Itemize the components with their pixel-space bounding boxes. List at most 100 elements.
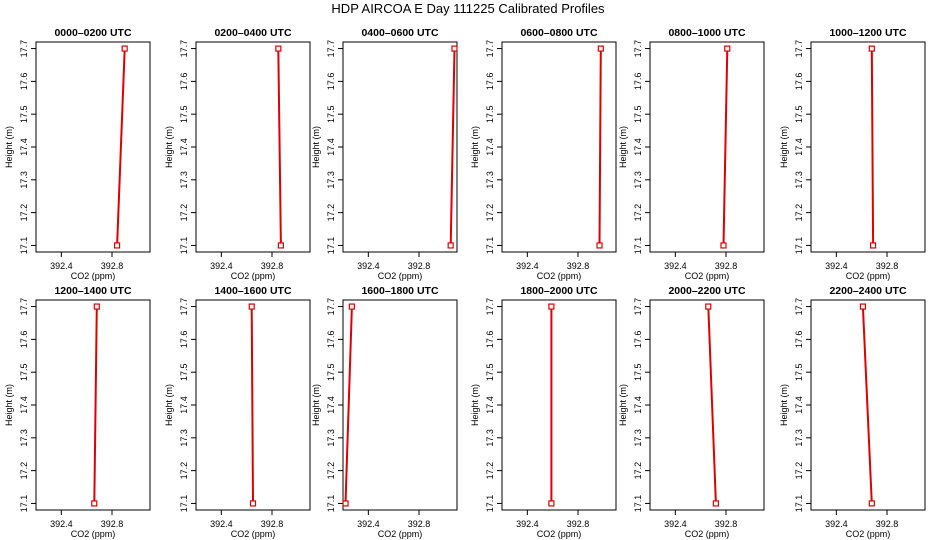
y-tick-label: 17.4 (794, 396, 804, 414)
x-axis-title: CO2 (ppm) (846, 271, 891, 281)
y-tick-label: 17.7 (485, 40, 495, 58)
panel-title: 1800–2000 UTC (520, 285, 597, 297)
y-tick-label: 17.7 (485, 298, 495, 316)
y-tick-label: 17.4 (633, 138, 643, 156)
y-tick-label: 17.3 (633, 429, 643, 447)
y-tick-label: 17.5 (326, 105, 336, 123)
x-tick-label: 392.8 (876, 261, 899, 271)
y-tick-label: 17.3 (326, 429, 336, 447)
data-point (720, 242, 727, 249)
y-tick-label: 17.7 (326, 40, 336, 58)
y-tick-label: 17.4 (179, 396, 189, 414)
y-tick-label: 17.3 (485, 429, 495, 447)
panel-4: 0600–0800 UTC 392.4 392.8 17.1 17.2 17.3 17.4 1… (470, 27, 617, 281)
y-tick-label: 17.1 (633, 495, 643, 513)
x-tick-label: 392.4 (357, 261, 380, 271)
data-point (859, 303, 867, 310)
x-tick-label: 392.8 (408, 519, 431, 529)
y-tick-label: 17.6 (326, 73, 336, 91)
profile-line (707, 306, 717, 504)
y-tick-label: 17.3 (485, 171, 495, 189)
panel-title: 0400–0600 UTC (361, 27, 438, 39)
panel-9: 1600–1800 UTC 392.4 392.8 17.1 17.2 17.3 17.4 1… (311, 285, 458, 539)
y-tick-label: 17.3 (179, 171, 189, 189)
y-axis-title: Height (m) (470, 126, 480, 168)
y-tick-label: 17.5 (794, 363, 804, 381)
x-tick-label: 392.8 (876, 519, 899, 529)
y-tick-label: 17.2 (326, 462, 336, 480)
y-axis-title: Height (m) (779, 384, 789, 426)
panel-11: 2000–2200 UTC 392.4 392.8 17.1 17.2 17.3 17.4 1… (618, 285, 765, 539)
data-point (451, 45, 458, 52)
y-tick-label: 17.5 (794, 105, 804, 123)
plot-frame (649, 41, 765, 253)
data-point (548, 303, 555, 310)
x-tick-label: 392.4 (210, 519, 233, 529)
x-tick-label: 392.4 (825, 519, 848, 529)
y-tick-label: 17.2 (794, 462, 804, 480)
data-point (712, 500, 719, 507)
y-tick-label: 17.5 (19, 363, 29, 381)
profile-line (116, 48, 126, 246)
x-tick-label: 392.4 (825, 261, 848, 271)
y-axis-title: Height (m) (779, 126, 789, 168)
y-tick-label: 17.7 (179, 298, 189, 316)
y-tick-label: 17.6 (19, 331, 29, 349)
y-tick-label: 17.2 (633, 462, 643, 480)
data-point (597, 45, 604, 52)
plot-frame (649, 299, 765, 511)
x-tick-label: 392.8 (567, 261, 590, 271)
profile-line (277, 48, 282, 246)
y-axis-title: Height (m) (618, 126, 628, 168)
y-tick-label: 17.3 (794, 429, 804, 447)
data-point (596, 242, 603, 249)
data-point (868, 500, 875, 507)
y-axis-title: Height (m) (311, 126, 321, 168)
y-tick-label: 17.7 (19, 40, 29, 58)
panel-title: 0600–0800 UTC (520, 27, 597, 39)
plot-frame (342, 41, 458, 253)
plot-frame (810, 41, 926, 253)
profile-line (870, 48, 875, 246)
y-axis-title: Height (m) (311, 384, 321, 426)
y-tick-label: 17.2 (179, 204, 189, 222)
x-axis-title: CO2 (ppm) (537, 271, 582, 281)
x-axis-title: CO2 (ppm) (71, 529, 116, 539)
data-point (548, 500, 555, 507)
x-axis-title: CO2 (ppm) (685, 271, 730, 281)
y-tick-label: 17.4 (19, 138, 29, 156)
y-tick-label: 17.6 (794, 73, 804, 91)
y-tick-label: 17.6 (485, 331, 495, 349)
y-tick-label: 17.5 (633, 105, 643, 123)
panel-2: 0200–0400 UTC 392.4 392.8 17.1 17.2 17.3 17.4 1… (164, 27, 311, 281)
x-tick-label: 392.8 (261, 519, 284, 529)
y-tick-label: 17.5 (485, 105, 495, 123)
y-axis-title: Height (m) (164, 126, 174, 168)
y-tick-label: 17.7 (19, 298, 29, 316)
plot-frame (195, 41, 311, 253)
x-axis-title: CO2 (ppm) (846, 529, 891, 539)
data-point (275, 45, 282, 52)
y-tick-label: 17.6 (326, 331, 336, 349)
x-tick-label: 392.4 (516, 261, 539, 271)
y-tick-label: 17.4 (179, 138, 189, 156)
data-point (249, 500, 257, 507)
data-point (277, 242, 284, 249)
y-tick-label: 17.7 (794, 40, 804, 58)
x-tick-label: 392.4 (50, 519, 73, 529)
y-tick-label: 17.1 (179, 495, 189, 513)
x-tick-label: 392.8 (715, 519, 738, 529)
y-tick-label: 17.3 (179, 429, 189, 447)
panel-title: 2200–2400 UTC (829, 285, 906, 297)
x-tick-label: 392.8 (101, 261, 124, 271)
panel-title: 0200–0400 UTC (214, 27, 291, 39)
x-axis-title: CO2 (ppm) (378, 271, 423, 281)
x-tick-label: 392.4 (50, 261, 73, 271)
panel-title: 0000–0200 UTC (54, 27, 131, 39)
y-tick-label: 17.3 (19, 171, 29, 189)
x-axis-title: CO2 (ppm) (71, 271, 116, 281)
y-tick-label: 17.2 (485, 462, 495, 480)
y-tick-label: 17.6 (794, 331, 804, 349)
y-tick-label: 17.5 (179, 363, 189, 381)
y-tick-label: 17.6 (179, 73, 189, 91)
